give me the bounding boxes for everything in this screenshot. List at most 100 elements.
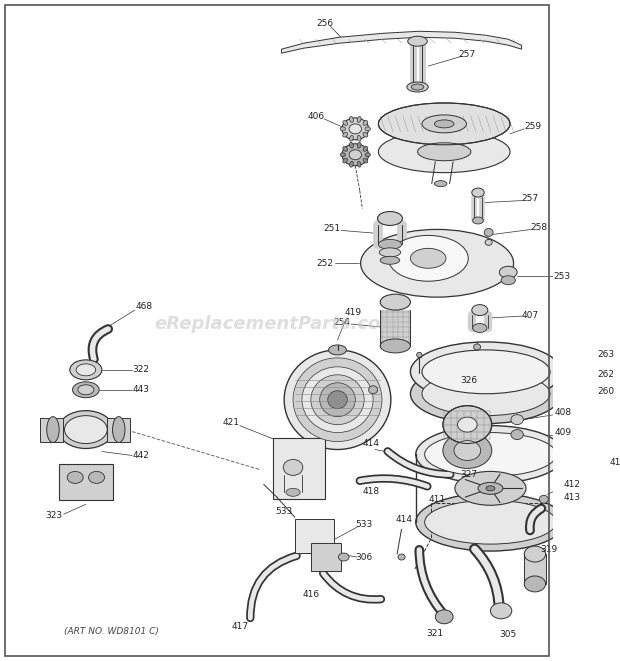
Ellipse shape (474, 344, 480, 350)
Ellipse shape (343, 120, 348, 126)
Ellipse shape (472, 217, 484, 224)
Ellipse shape (369, 386, 378, 394)
Ellipse shape (342, 144, 369, 166)
Text: 260: 260 (598, 387, 614, 396)
Ellipse shape (380, 294, 410, 310)
Bar (295, 519, 334, 553)
Ellipse shape (357, 161, 361, 167)
Text: 319: 319 (541, 545, 558, 553)
Text: 326: 326 (461, 376, 477, 385)
Ellipse shape (472, 188, 484, 197)
Ellipse shape (343, 147, 348, 151)
Text: 410: 410 (610, 458, 620, 467)
Bar (311, 543, 341, 571)
Text: 533: 533 (355, 520, 373, 529)
Ellipse shape (416, 426, 565, 483)
Ellipse shape (363, 120, 368, 126)
Ellipse shape (511, 430, 523, 440)
Ellipse shape (378, 212, 402, 225)
Ellipse shape (329, 345, 347, 355)
Ellipse shape (349, 150, 361, 160)
Ellipse shape (293, 358, 382, 442)
Ellipse shape (525, 576, 546, 592)
Ellipse shape (73, 382, 99, 398)
Ellipse shape (361, 229, 513, 297)
Ellipse shape (416, 493, 565, 551)
Bar (273, 438, 325, 499)
Ellipse shape (89, 471, 105, 483)
Ellipse shape (113, 416, 125, 442)
Ellipse shape (378, 131, 510, 173)
Text: 443: 443 (133, 385, 149, 394)
Text: 408: 408 (555, 408, 572, 417)
Text: 411: 411 (428, 495, 446, 504)
Text: 323: 323 (45, 511, 63, 520)
Text: 412: 412 (564, 480, 581, 489)
Ellipse shape (422, 372, 550, 416)
Ellipse shape (472, 305, 488, 315)
Text: (ART NO. WD8101 C): (ART NO. WD8101 C) (64, 627, 159, 637)
Ellipse shape (472, 323, 487, 332)
Ellipse shape (501, 276, 515, 285)
Ellipse shape (485, 239, 492, 245)
Text: 533: 533 (275, 507, 293, 516)
Ellipse shape (67, 471, 83, 483)
Ellipse shape (311, 375, 364, 424)
Ellipse shape (410, 342, 562, 402)
Ellipse shape (380, 339, 410, 353)
Ellipse shape (478, 483, 503, 494)
Text: 252: 252 (317, 259, 334, 268)
Ellipse shape (328, 391, 347, 408)
Text: 322: 322 (133, 366, 149, 374)
Ellipse shape (425, 432, 556, 477)
Bar (40, 418, 63, 442)
Ellipse shape (363, 158, 368, 163)
Ellipse shape (435, 120, 454, 128)
Ellipse shape (365, 153, 370, 157)
Text: 257: 257 (459, 50, 476, 59)
Ellipse shape (379, 248, 401, 257)
Ellipse shape (435, 610, 453, 624)
Ellipse shape (380, 256, 400, 264)
Ellipse shape (484, 229, 493, 237)
Ellipse shape (365, 127, 370, 131)
Ellipse shape (490, 603, 511, 619)
Ellipse shape (284, 350, 391, 449)
Ellipse shape (407, 82, 428, 92)
Text: 327: 327 (461, 470, 477, 479)
Text: 257: 257 (521, 194, 538, 203)
Text: 413: 413 (564, 493, 581, 502)
Ellipse shape (425, 500, 556, 544)
Text: 262: 262 (598, 370, 614, 379)
Text: 419: 419 (345, 307, 362, 317)
Ellipse shape (78, 385, 94, 395)
Bar (59, 465, 113, 500)
Ellipse shape (499, 266, 517, 278)
Ellipse shape (363, 147, 368, 151)
Bar (525, 554, 546, 584)
Ellipse shape (302, 367, 373, 432)
Text: 407: 407 (522, 311, 539, 319)
Ellipse shape (486, 486, 495, 491)
Ellipse shape (343, 132, 348, 137)
Ellipse shape (46, 416, 59, 442)
Ellipse shape (422, 115, 466, 133)
Ellipse shape (378, 103, 510, 145)
Ellipse shape (443, 432, 492, 469)
Ellipse shape (339, 553, 349, 561)
Text: 421: 421 (223, 418, 239, 427)
Ellipse shape (64, 416, 107, 444)
Text: 442: 442 (133, 451, 149, 460)
Ellipse shape (350, 116, 353, 122)
Ellipse shape (340, 153, 345, 157)
Ellipse shape (286, 488, 300, 496)
Text: 409: 409 (555, 428, 572, 437)
Ellipse shape (343, 158, 348, 163)
Ellipse shape (70, 360, 102, 380)
Text: 414: 414 (396, 515, 413, 524)
Ellipse shape (378, 239, 402, 249)
Bar (107, 418, 130, 442)
Ellipse shape (357, 116, 361, 122)
Ellipse shape (411, 84, 423, 90)
Text: 305: 305 (500, 630, 517, 639)
